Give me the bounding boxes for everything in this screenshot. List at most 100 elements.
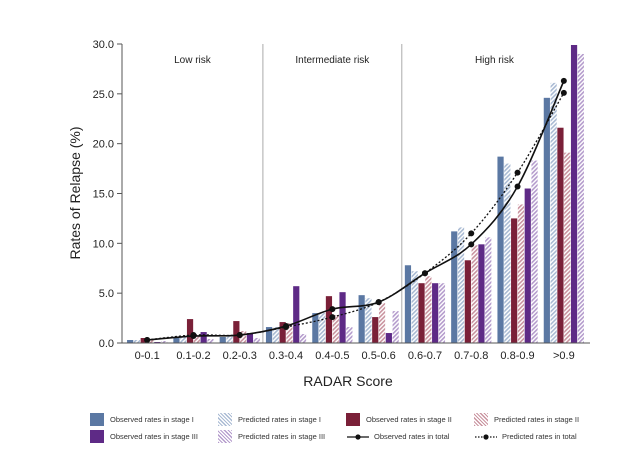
- bar-observed-rates-in-stage-i: [173, 337, 180, 343]
- relapse-rate-chart: Low risk Intermediate risk High risk 0.0 5.…: [67, 39, 590, 389]
- legend-swatch: [218, 413, 232, 426]
- region-label: High risk: [475, 55, 515, 66]
- y-tick-label: 30.0: [93, 39, 114, 51]
- legend-line-marker-icon: [475, 433, 497, 440]
- legend-item: Predicted rates in stage I: [218, 413, 346, 426]
- legend-swatch: [90, 430, 104, 443]
- legend-item: Predicted rates in stage II: [474, 413, 602, 426]
- bar-observed-rates-in-stage-iii: [478, 244, 485, 343]
- bar-observed-rates-in-stage-iii: [385, 333, 392, 343]
- bar-predicted-rates-in-stage-iii: [438, 283, 446, 343]
- bar-predicted-rates-in-stage-ii: [240, 331, 247, 343]
- y-tick-label: 10.0: [93, 238, 114, 250]
- line-marker: [329, 314, 336, 321]
- bar-observed-rates-in-stage-ii: [557, 127, 564, 343]
- bar-predicted-rates-in-stage-ii: [517, 204, 525, 343]
- y-axis-title: Rates of Relapse (%): [67, 126, 83, 259]
- bar-predicted-rates-in-stage-i: [411, 271, 418, 343]
- bar-observed-rates-in-stage-ii: [279, 322, 286, 343]
- bar-predicted-rates-in-stage-i: [272, 327, 279, 343]
- bar-predicted-rates-in-stage-ii: [193, 335, 200, 343]
- y-tick-label: 20.0: [93, 139, 114, 151]
- bar-observed-rates-in-stage-ii: [186, 319, 194, 343]
- bar-observed-rates-in-stage-ii: [418, 283, 425, 343]
- line-marker: [375, 299, 382, 306]
- bar-predicted-rates-in-stage-iii: [485, 237, 492, 343]
- bar-observed-rates-in-stage-iii: [200, 332, 207, 343]
- legend-item: Predicted rates in total: [474, 432, 602, 442]
- legend-label: Predicted rates in total: [502, 432, 577, 441]
- bar-predicted-rates-in-stage-ii: [564, 152, 571, 343]
- bar-predicted-rates-in-stage-i: [133, 340, 141, 343]
- bar-predicted-rates-in-stage-ii: [332, 315, 339, 343]
- legend-label: Observed rates in total: [374, 432, 450, 441]
- x-tick-label: 0.7-0.8: [454, 350, 488, 362]
- legend-row: Observed rates in stage III Predicted rat…: [90, 428, 610, 445]
- bar-observed-rates-in-stage-i: [127, 340, 134, 343]
- legend-label: Observed rates in stage I: [110, 415, 194, 424]
- legend-label: Predicted rates in stage III: [238, 432, 326, 441]
- bar-predicted-rates-in-stage-ii: [147, 339, 154, 343]
- bar-predicted-rates-in-stage-i: [226, 336, 233, 343]
- bar-predicted-rates-in-stage-iii: [207, 339, 214, 343]
- legend-item: Observed rates in stage III: [90, 430, 218, 443]
- line-marker: [468, 241, 475, 248]
- bar-predicted-rates-in-stage-i: [319, 313, 326, 343]
- legend-swatch: [218, 430, 232, 443]
- x-tick-label: 0-0.1: [135, 350, 160, 362]
- bar-observed-rates-in-stage-ii: [140, 338, 147, 343]
- bar-predicted-rates-in-stage-ii: [286, 323, 293, 343]
- region-label: Low risk: [174, 55, 212, 66]
- bar-predicted-rates-in-stage-i: [457, 227, 465, 343]
- x-tick-label: 0.8-0.9: [500, 350, 534, 362]
- line-marker: [514, 169, 521, 176]
- bar-predicted-rates-in-stage-iii: [161, 341, 168, 343]
- legend-swatch: [346, 413, 360, 426]
- y-tick-label: 15.0: [93, 189, 114, 201]
- legend-line-marker-icon: [347, 433, 369, 440]
- y-tick-label: 0.0: [99, 338, 114, 350]
- bar-predicted-rates-in-stage-iii: [299, 334, 307, 343]
- legend-item: Observed rates in total: [346, 432, 474, 442]
- bar-observed-rates-in-stage-i: [312, 313, 319, 343]
- y-tick-label: 25.0: [93, 89, 114, 101]
- bar-observed-rates-in-stage-i: [219, 337, 226, 343]
- bar-observed-rates-in-stage-ii: [372, 317, 379, 343]
- legend-swatch: [90, 413, 104, 426]
- bar-predicted-rates-in-stage-ii: [425, 276, 432, 343]
- line-marker: [560, 77, 567, 84]
- bar-predicted-rates-in-stage-iii: [392, 311, 399, 343]
- bar-predicted-rates-in-stage-iii: [253, 338, 260, 343]
- region-label: Intermediate risk: [295, 55, 370, 66]
- bar-observed-rates-in-stage-iii: [570, 44, 578, 343]
- bar-observed-rates-in-stage-ii: [464, 260, 471, 343]
- x-tick-label: 0.5-0.6: [362, 350, 396, 362]
- legend: Observed rates in stage I Predicted rates…: [90, 411, 610, 445]
- x-tick-label: >0.9: [553, 350, 575, 362]
- line-marker: [283, 324, 290, 331]
- line-marker: [514, 183, 521, 190]
- bar-observed-rates-in-stage-ii: [511, 218, 518, 343]
- bar-observed-rates-in-stage-iii: [293, 286, 300, 343]
- bar-predicted-rates-in-stage-iii: [577, 53, 584, 343]
- bar-observed-rates-in-stage-i: [497, 156, 504, 343]
- legend-item: Observed rates in stage II: [346, 413, 474, 426]
- x-tick-label: 0.6-0.7: [408, 350, 442, 362]
- bar-predicted-rates-in-stage-ii: [471, 245, 478, 343]
- legend-row: Observed rates in stage I Predicted rates…: [90, 411, 610, 428]
- line-marker: [560, 89, 567, 96]
- bar-predicted-rates-in-stage-iii: [531, 160, 538, 343]
- y-tick-label: 5.0: [99, 288, 114, 300]
- bar-observed-rates-in-stage-i: [543, 97, 550, 343]
- line-marker: [144, 337, 151, 344]
- bar-observed-rates-in-stage-ii: [325, 296, 333, 343]
- legend-swatch: [474, 413, 488, 426]
- legend-item: Predicted rates in stage III: [218, 430, 346, 443]
- legend-label: Observed rates in stage II: [366, 415, 452, 424]
- bar-observed-rates-in-stage-iii: [246, 333, 254, 343]
- legend-label: Predicted rates in stage II: [494, 415, 580, 424]
- bar-observed-rates-in-stage-i: [404, 265, 412, 343]
- x-tick-label: 0.3-0.4: [269, 350, 303, 362]
- bar-observed-rates-in-stage-iii: [524, 188, 531, 343]
- bar-observed-rates-in-stage-iii: [339, 292, 346, 343]
